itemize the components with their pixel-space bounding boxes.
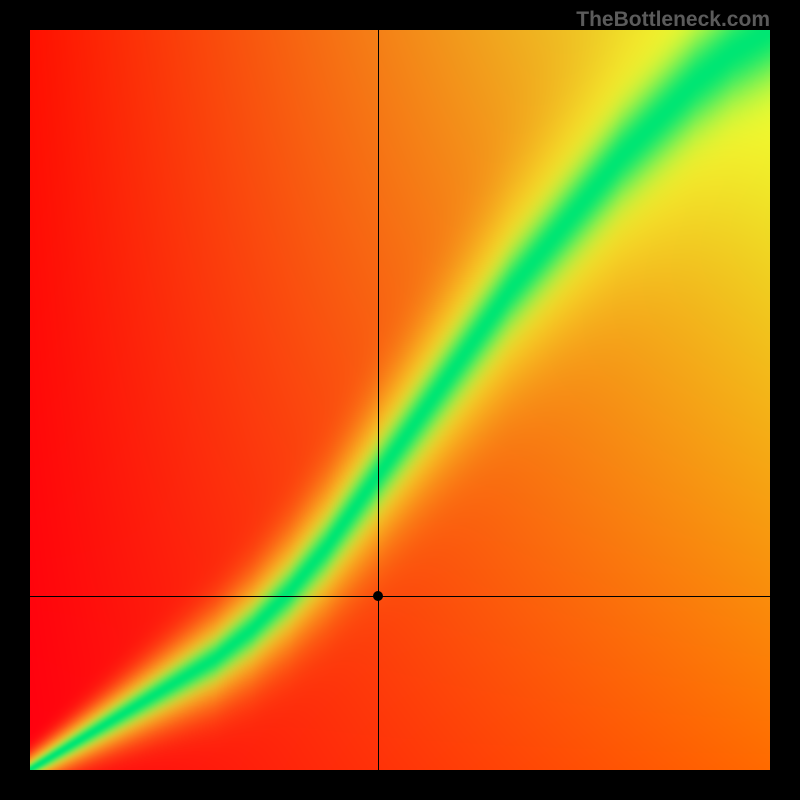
plot-area <box>30 30 770 770</box>
heatmap-canvas <box>30 30 770 770</box>
watermark-text: TheBottleneck.com <box>576 8 770 32</box>
chart-container: TheBottleneck.com <box>0 0 800 800</box>
